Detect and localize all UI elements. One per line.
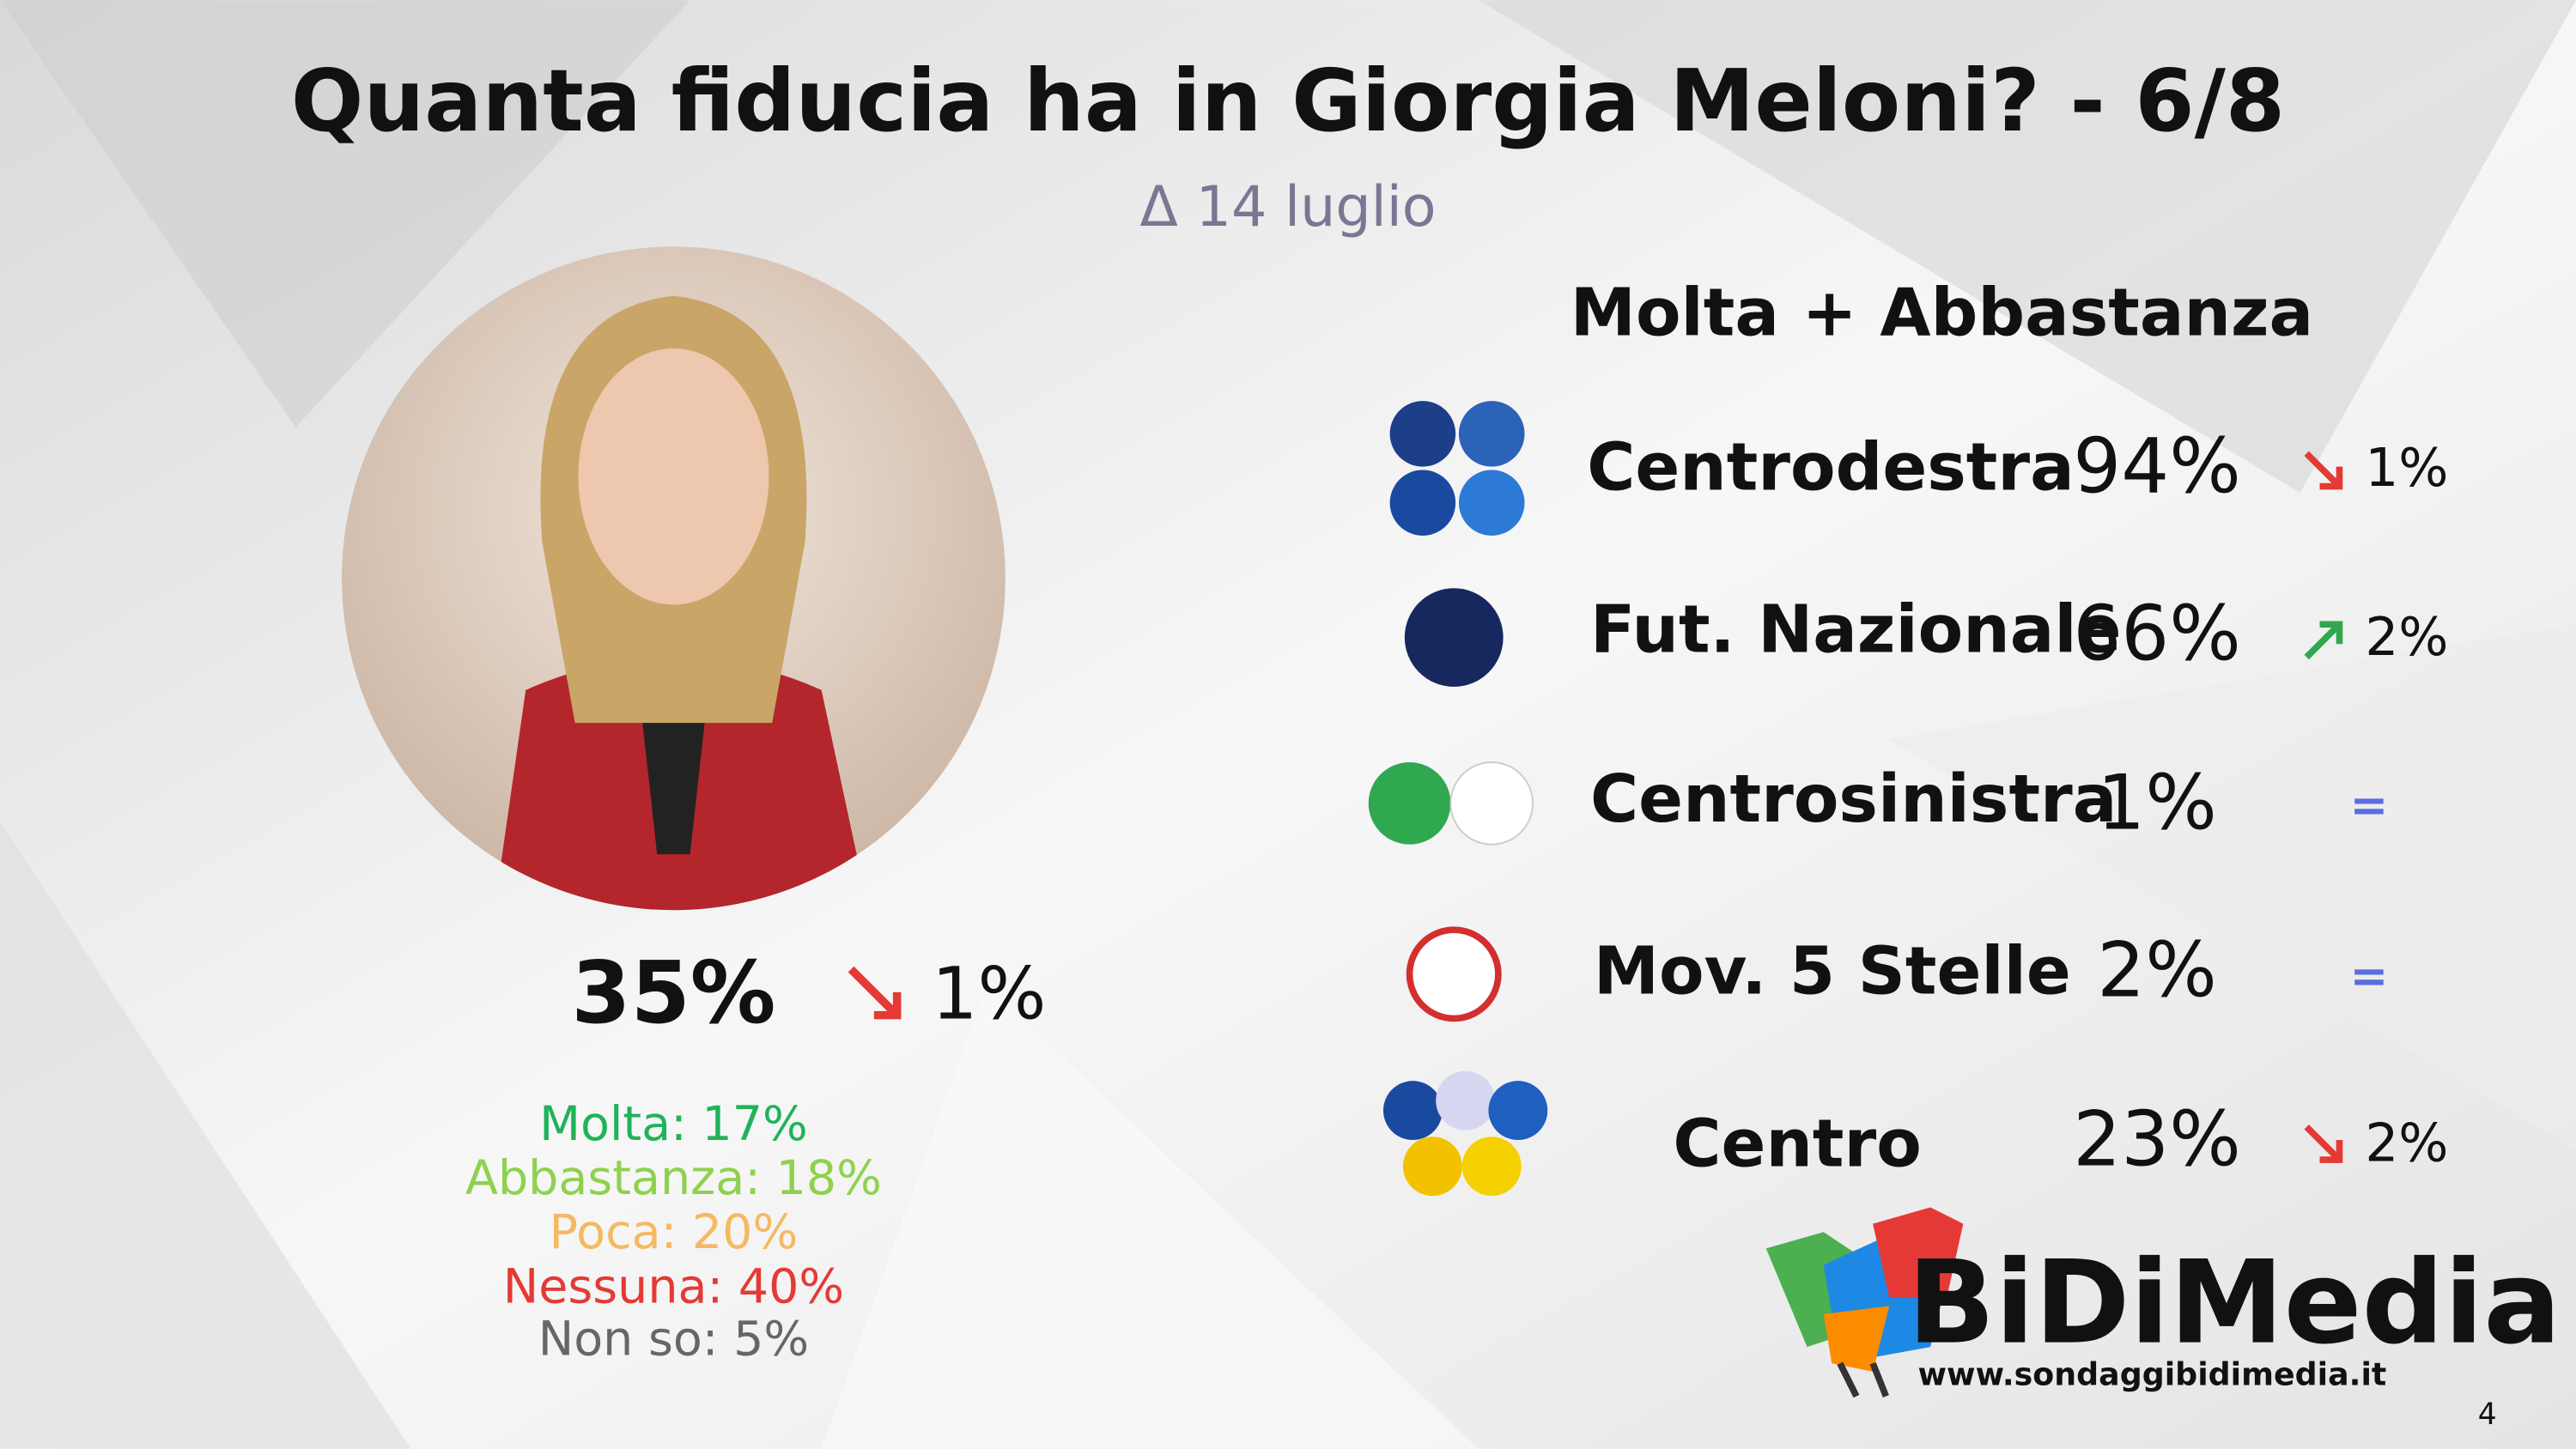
overall-change: 1% — [932, 951, 1047, 1035]
up-arrow — [2304, 621, 2343, 660]
down-arrow — [848, 966, 902, 1020]
row-value: 2% — [2097, 926, 2217, 1015]
row-value: 23% — [2073, 1095, 2241, 1184]
row-name: Fut. Nazionale — [1590, 592, 2121, 669]
breakdown-nonso: Non so: 5% — [538, 1313, 809, 1367]
portrait — [341, 246, 1005, 911]
title: Quanta fiducia ha in Giorgia Meloni? - 6… — [291, 52, 2285, 151]
subtitle: Δ 14 luglio — [1139, 175, 1436, 239]
row-change: 1% — [2365, 438, 2448, 499]
party-rows: Centrodestra 94% 1% Fut. Nazionale 66% 2… — [1587, 421, 2448, 1183]
row-change: = — [2349, 778, 2388, 832]
row-name: Centrosinistra — [1590, 761, 2117, 838]
overall-value: 35% — [571, 944, 775, 1043]
breakdown-poca: Poca: 20% — [550, 1205, 799, 1260]
brand-name: BiDiMedia — [1907, 1236, 2561, 1370]
row-value: 94% — [2073, 421, 2241, 510]
row-name: Centrodestra — [1587, 429, 2075, 506]
row-change: = — [2349, 949, 2388, 1003]
row-name: Mov. 5 Stelle — [1594, 934, 2071, 1010]
section-title: Molta + Abbastanza — [1571, 275, 2313, 351]
breakdown-molta: Molta: 17% — [539, 1097, 808, 1152]
down-arrow — [2304, 451, 2343, 490]
row-change: 2% — [2365, 607, 2448, 668]
row-change: 2% — [2365, 1113, 2448, 1173]
row-value: 1% — [2097, 758, 2217, 846]
overall: 35% 1% Molta: 17% Abbastanza: 18% Poca: … — [465, 944, 1047, 1367]
party-logos — [1368, 401, 1548, 1197]
page-number: 4 — [2478, 1397, 2497, 1432]
down-arrow — [2304, 1125, 2343, 1163]
brand-logo: BiDiMedia www.sondaggibidimedia.it — [1765, 1207, 2561, 1398]
row-value: 66% — [2073, 589, 2241, 677]
brand-url: www.sondaggibidimedia.it — [1917, 1356, 2386, 1393]
row-name: Centro — [1673, 1106, 1921, 1183]
breakdown-abbastanza: Abbastanza: 18% — [465, 1151, 882, 1206]
breakdown-nessuna: Nessuna: 40% — [503, 1259, 844, 1314]
